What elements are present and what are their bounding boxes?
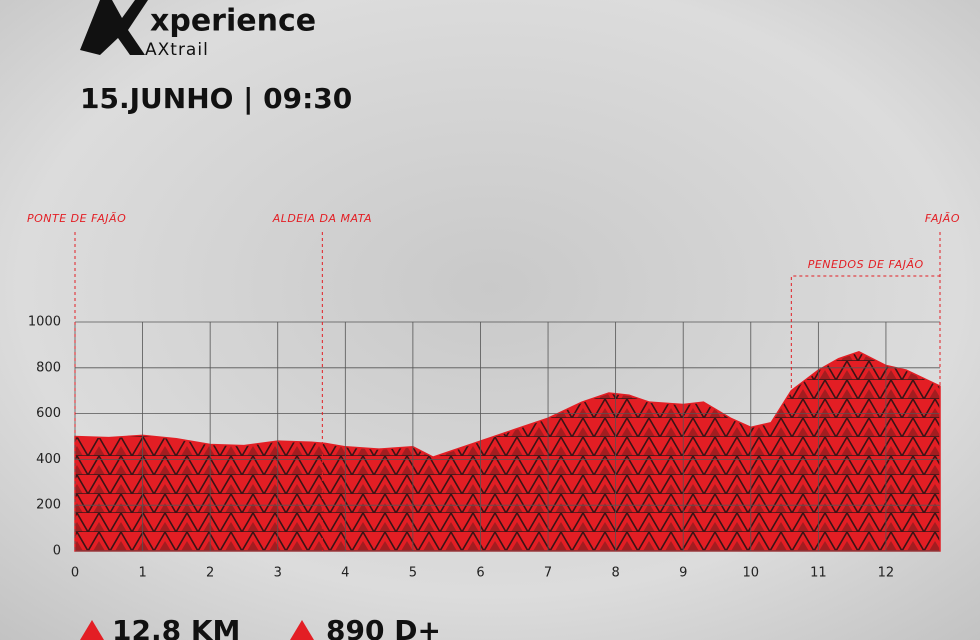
brand: xperience (150, 4, 316, 39)
section-bracket (790, 275, 940, 388)
distance: 12.8 KM (112, 614, 240, 640)
x-tick-label: 6 (476, 566, 484, 581)
elevation-area (74, 350, 941, 552)
landmark-label: FAJÃO (925, 212, 960, 225)
y-tick-label: 200 (36, 498, 61, 513)
y-tick-label: 1000 (28, 315, 61, 330)
x-tick-label: 3 (274, 566, 282, 581)
x-tick-label: 10 (743, 566, 760, 581)
x-tick-label: 12 (878, 566, 895, 581)
elevation-gain: 890 D+ (326, 614, 441, 640)
x-tick-label: 8 (611, 566, 619, 581)
logo (80, 0, 148, 55)
icon (290, 620, 314, 640)
x-tick-label: 11 (810, 566, 827, 581)
icon (80, 620, 104, 640)
x-tick-label: 0 (71, 566, 79, 581)
x-tick-label: 1 (138, 566, 146, 581)
landmark-label: ALDEIA DA MATA (272, 212, 372, 225)
sub-brand: AXtrail (145, 40, 209, 60)
x-tick-label: 5 (409, 566, 417, 581)
y-tick-label: 800 (36, 360, 61, 375)
y-tick-label: 600 (36, 406, 61, 421)
x-tick-label: 9 (679, 566, 687, 581)
x-tick-label: 2 (206, 566, 214, 581)
x-tick-label: 7 (544, 566, 552, 581)
y-tick-label: 0 (53, 544, 61, 559)
date-time: 15.JUNHO | 09:30 (80, 82, 352, 115)
section-label: PENEDOS DE FAJÃO (808, 258, 924, 271)
landmark-label: PONTE DE FAJÃO (27, 212, 126, 225)
y-tick-label: 400 (36, 452, 61, 467)
x-tick-label: 4 (341, 566, 349, 581)
